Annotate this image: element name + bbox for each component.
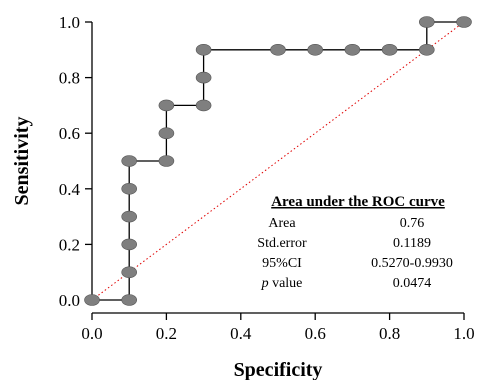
- roc-point: [456, 16, 472, 28]
- roc-point: [307, 43, 324, 56]
- roc-point: [121, 155, 137, 167]
- y-tick-label: 0.4: [59, 180, 81, 199]
- y-tick-label: 0.6: [59, 124, 80, 143]
- roc-point: [121, 294, 137, 306]
- pvalue-row-label-italic: p: [261, 276, 269, 291]
- stderror-row-value: 0.1189: [393, 236, 431, 251]
- roc-point: [84, 294, 100, 306]
- roc-curve-points: [84, 16, 472, 306]
- roc-point: [121, 183, 137, 195]
- roc-point: [195, 71, 212, 84]
- roc-point: [270, 43, 286, 56]
- roc-point: [344, 43, 361, 56]
- roc-point: [195, 43, 212, 56]
- x-axis-ticks: 0.0 0.2 0.4 0.6 0.8 1.0: [81, 313, 475, 343]
- y-tick-label: 1.0: [59, 13, 80, 32]
- x-tick-label: 0.2: [156, 324, 177, 343]
- x-tick-label: 0.8: [379, 324, 400, 343]
- auc-table: Area under the ROC curve Area 0.76 Std.e…: [257, 194, 453, 291]
- roc-point: [418, 43, 435, 56]
- auc-row-label: Area: [268, 216, 296, 231]
- roc-point: [158, 155, 175, 167]
- x-tick-label: 1.0: [453, 324, 474, 343]
- y-axis-ticks: 0.0 0.2 0.4 0.6 0.8 1.0: [59, 13, 92, 310]
- ci-row-value: 0.5270-0.9930: [371, 256, 453, 271]
- stderror-row-label: Std.error: [257, 236, 307, 251]
- y-tick-label: 0.8: [59, 69, 80, 88]
- roc-point: [121, 266, 137, 279]
- roc-point: [121, 210, 137, 223]
- y-tick-label: 0.0: [59, 291, 80, 310]
- roc-point: [418, 16, 435, 28]
- auc-table-title: Area under the ROC curve: [271, 194, 445, 210]
- x-tick-label: 0.6: [305, 324, 326, 343]
- reference-diagonal-line: [91, 21, 465, 301]
- roc-point: [158, 99, 175, 112]
- roc-point: [121, 238, 137, 251]
- roc-point: [195, 99, 212, 112]
- pvalue-row-value: 0.0474: [393, 276, 432, 291]
- y-tick-label: 0.2: [59, 235, 80, 254]
- x-tick-label: 0.4: [230, 324, 252, 343]
- ci-row-label: 95%CI: [262, 256, 302, 271]
- pvalue-row-label-text: value: [269, 276, 303, 291]
- pvalue-row-label: p value: [261, 276, 303, 291]
- x-axis-title: Specificity: [234, 359, 323, 380]
- roc-point: [381, 43, 398, 56]
- auc-row-value: 0.76: [400, 216, 425, 231]
- roc-point: [158, 127, 175, 139]
- x-tick-label: 0.0: [81, 324, 102, 343]
- y-axis-title: Sensitivity: [11, 117, 33, 206]
